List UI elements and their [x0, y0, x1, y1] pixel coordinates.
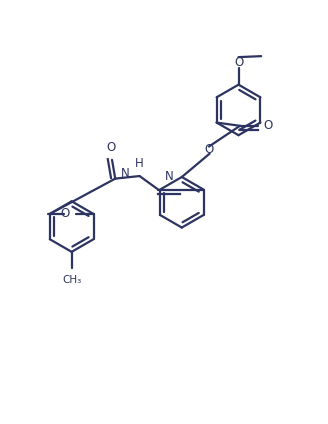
Text: O: O [234, 56, 243, 69]
Text: O: O [107, 141, 116, 154]
Text: O: O [205, 143, 214, 156]
Text: N: N [165, 170, 174, 183]
Text: N: N [121, 167, 130, 180]
Text: O: O [61, 207, 70, 220]
Text: O: O [264, 119, 273, 132]
Text: CH₃: CH₃ [62, 275, 81, 285]
Text: H: H [134, 156, 143, 170]
